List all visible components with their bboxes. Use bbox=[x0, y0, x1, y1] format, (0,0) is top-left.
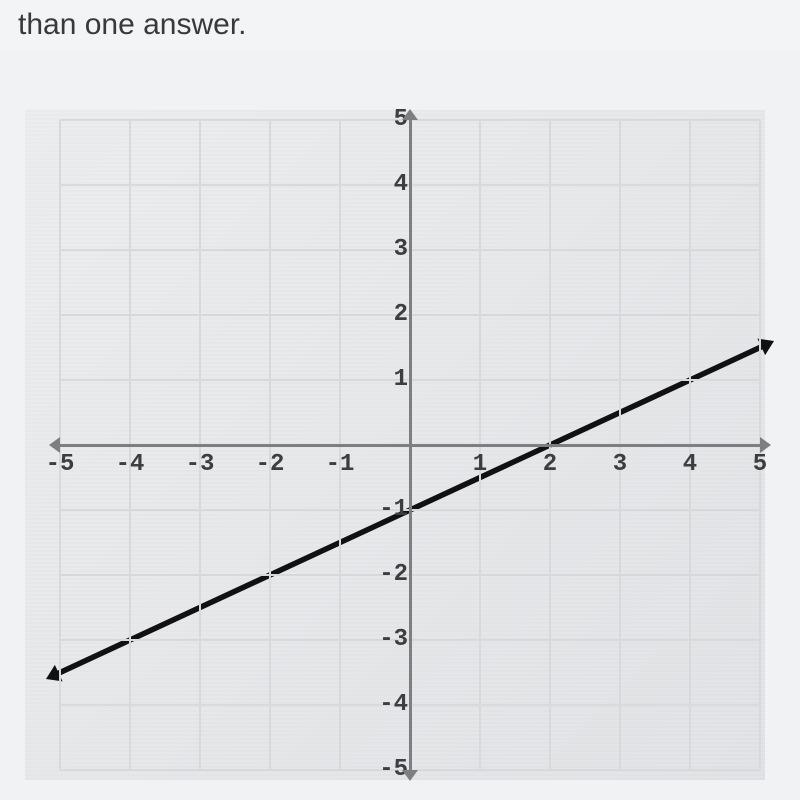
y-tick-label: 2 bbox=[368, 301, 408, 328]
y-tick-label: 4 bbox=[368, 171, 408, 198]
y-axis bbox=[409, 120, 412, 770]
x-tick-label: 1 bbox=[460, 451, 500, 478]
axis-arrowhead bbox=[402, 109, 418, 120]
y-tick-label: -1 bbox=[368, 496, 408, 523]
y-tick-label: 3 bbox=[368, 236, 408, 263]
y-tick-label: 1 bbox=[368, 366, 408, 393]
axis-arrowhead bbox=[760, 437, 771, 453]
y-tick-label: -2 bbox=[368, 561, 408, 588]
x-tick-label: 2 bbox=[530, 451, 570, 478]
coordinate-grid-chart: -5-4-3-2-112345-5-4-3-2-112345 bbox=[25, 110, 765, 780]
y-tick-label: -3 bbox=[368, 626, 408, 653]
x-tick-label: -3 bbox=[180, 451, 220, 478]
question-text-fragment: than one answer. bbox=[0, 0, 800, 50]
x-tick-label: 4 bbox=[670, 451, 710, 478]
x-tick-label: -2 bbox=[250, 451, 290, 478]
x-tick-label: 5 bbox=[740, 451, 780, 478]
grid-region: -5-4-3-2-112345-5-4-3-2-112345 bbox=[60, 120, 760, 770]
x-tick-label: -4 bbox=[110, 451, 150, 478]
x-tick-label: -5 bbox=[40, 451, 80, 478]
axis-arrowhead bbox=[402, 770, 418, 781]
axis-arrowhead bbox=[49, 437, 60, 453]
x-tick-label: -1 bbox=[320, 451, 360, 478]
x-tick-label: 3 bbox=[600, 451, 640, 478]
y-tick-label: -4 bbox=[368, 691, 408, 718]
